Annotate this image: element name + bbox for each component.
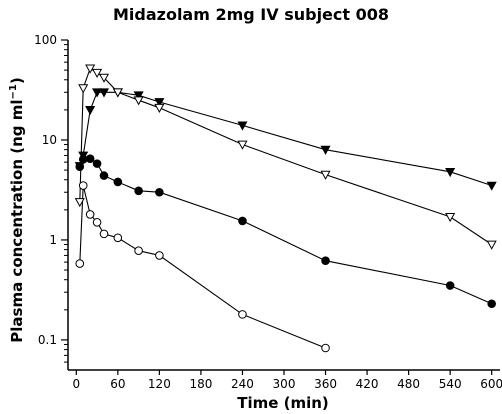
data-point-triangle-down-open [445, 213, 456, 223]
x-tick-label: 600 [480, 377, 502, 391]
data-point-triangle-down-filled [445, 167, 456, 178]
data-point-circle-open [75, 259, 85, 268]
data-point-circle-filled [321, 256, 330, 265]
data-point-triangle-down-filled [133, 91, 144, 101]
data-point-circle-open [92, 218, 102, 227]
data-point-triangle-down-open [92, 68, 103, 79]
y-axis-label-main: Plasma concentration (ng ml [8, 99, 26, 342]
data-point-triangle-down-filled [486, 181, 497, 191]
x-tick-label: 540 [439, 377, 462, 391]
data-point-circle-open [238, 310, 247, 319]
data-point-circle-filled [92, 159, 102, 168]
data-point-circle-open [99, 229, 109, 239]
data-point-circle-filled [78, 155, 88, 164]
data-point-circle-filled [155, 187, 164, 197]
data-point-circle-open [85, 210, 95, 219]
series-line-triangle-down-open [79, 67, 493, 245]
series-line-circle-filled [79, 158, 492, 305]
data-point-circle-filled [99, 171, 109, 180]
data-point-circle-open [321, 343, 330, 353]
y-axis-label-superscript: −1 [8, 84, 19, 99]
x-tick-label: 360 [314, 377, 337, 391]
data-point-circle-open [78, 181, 88, 190]
x-axis-ticks: 0 60 120 180 240 300 360 420 480 540 600 [72, 370, 502, 391]
chart-title: Midazolam 2mg IV subject 008 [113, 5, 389, 24]
data-point-circle-filled [113, 177, 123, 187]
y-tick-label: 0.1 [38, 333, 57, 347]
y-tick-label: 100 [34, 33, 57, 47]
data-point-triangle-down-filled [237, 121, 248, 131]
data-point-circle-filled [75, 162, 85, 172]
x-tick-label: 420 [356, 377, 379, 391]
x-axis-label: Time (min) [237, 394, 329, 412]
data-point-triangle-down-open [133, 96, 144, 106]
data-point-circle-open [155, 251, 164, 260]
y-axis-label: Plasma concentration (ng ml−1) [8, 77, 26, 342]
x-tick-label: 180 [189, 377, 212, 391]
data-point-triangle-down-open [85, 64, 96, 74]
data-point-triangle-down-open [237, 140, 248, 150]
data-point-triangle-down-filled [98, 88, 110, 98]
data-point-triangle-down-filled [92, 88, 103, 98]
data-point-circle-open [113, 233, 123, 243]
series-line-circle-open [79, 185, 326, 349]
x-tick-label: 300 [273, 377, 296, 391]
data-point-triangle-down-filled [320, 145, 331, 155]
y-tick-label: 1 [49, 233, 57, 247]
data-point-triangle-down-filled [85, 106, 96, 116]
data-point-circle-filled [445, 281, 455, 290]
data-point-triangle-down-open [154, 103, 165, 113]
data-point-triangle-down-filled [154, 98, 165, 108]
x-tick-label: 240 [231, 377, 254, 391]
x-tick-label: 60 [110, 377, 125, 391]
data-point-triangle-down-open [320, 170, 331, 180]
x-tick-label: 480 [397, 377, 420, 391]
data-point-circle-filled [487, 299, 496, 309]
y-axis-ticks: 0.1 1 10 100 [34, 33, 68, 363]
data-point-circle-filled [85, 154, 95, 163]
y-tick-label: 10 [42, 133, 57, 147]
series-line-triangle-down-filled [79, 91, 492, 187]
x-tick-label: 0 [72, 377, 80, 391]
x-tick-label: 120 [148, 377, 171, 391]
data-point-triangle-down-open [112, 88, 123, 98]
y-axis-label-close: ) [8, 77, 26, 84]
data-point-circle-filled [134, 186, 143, 196]
data-point-triangle-down-open [74, 198, 85, 208]
data-point-triangle-down-open [486, 240, 497, 250]
series-layer [74, 64, 497, 353]
data-point-circle-filled [238, 216, 247, 226]
data-point-triangle-down-open [98, 73, 110, 83]
data-point-circle-open [134, 246, 143, 256]
data-point-triangle-down-open [78, 84, 89, 94]
